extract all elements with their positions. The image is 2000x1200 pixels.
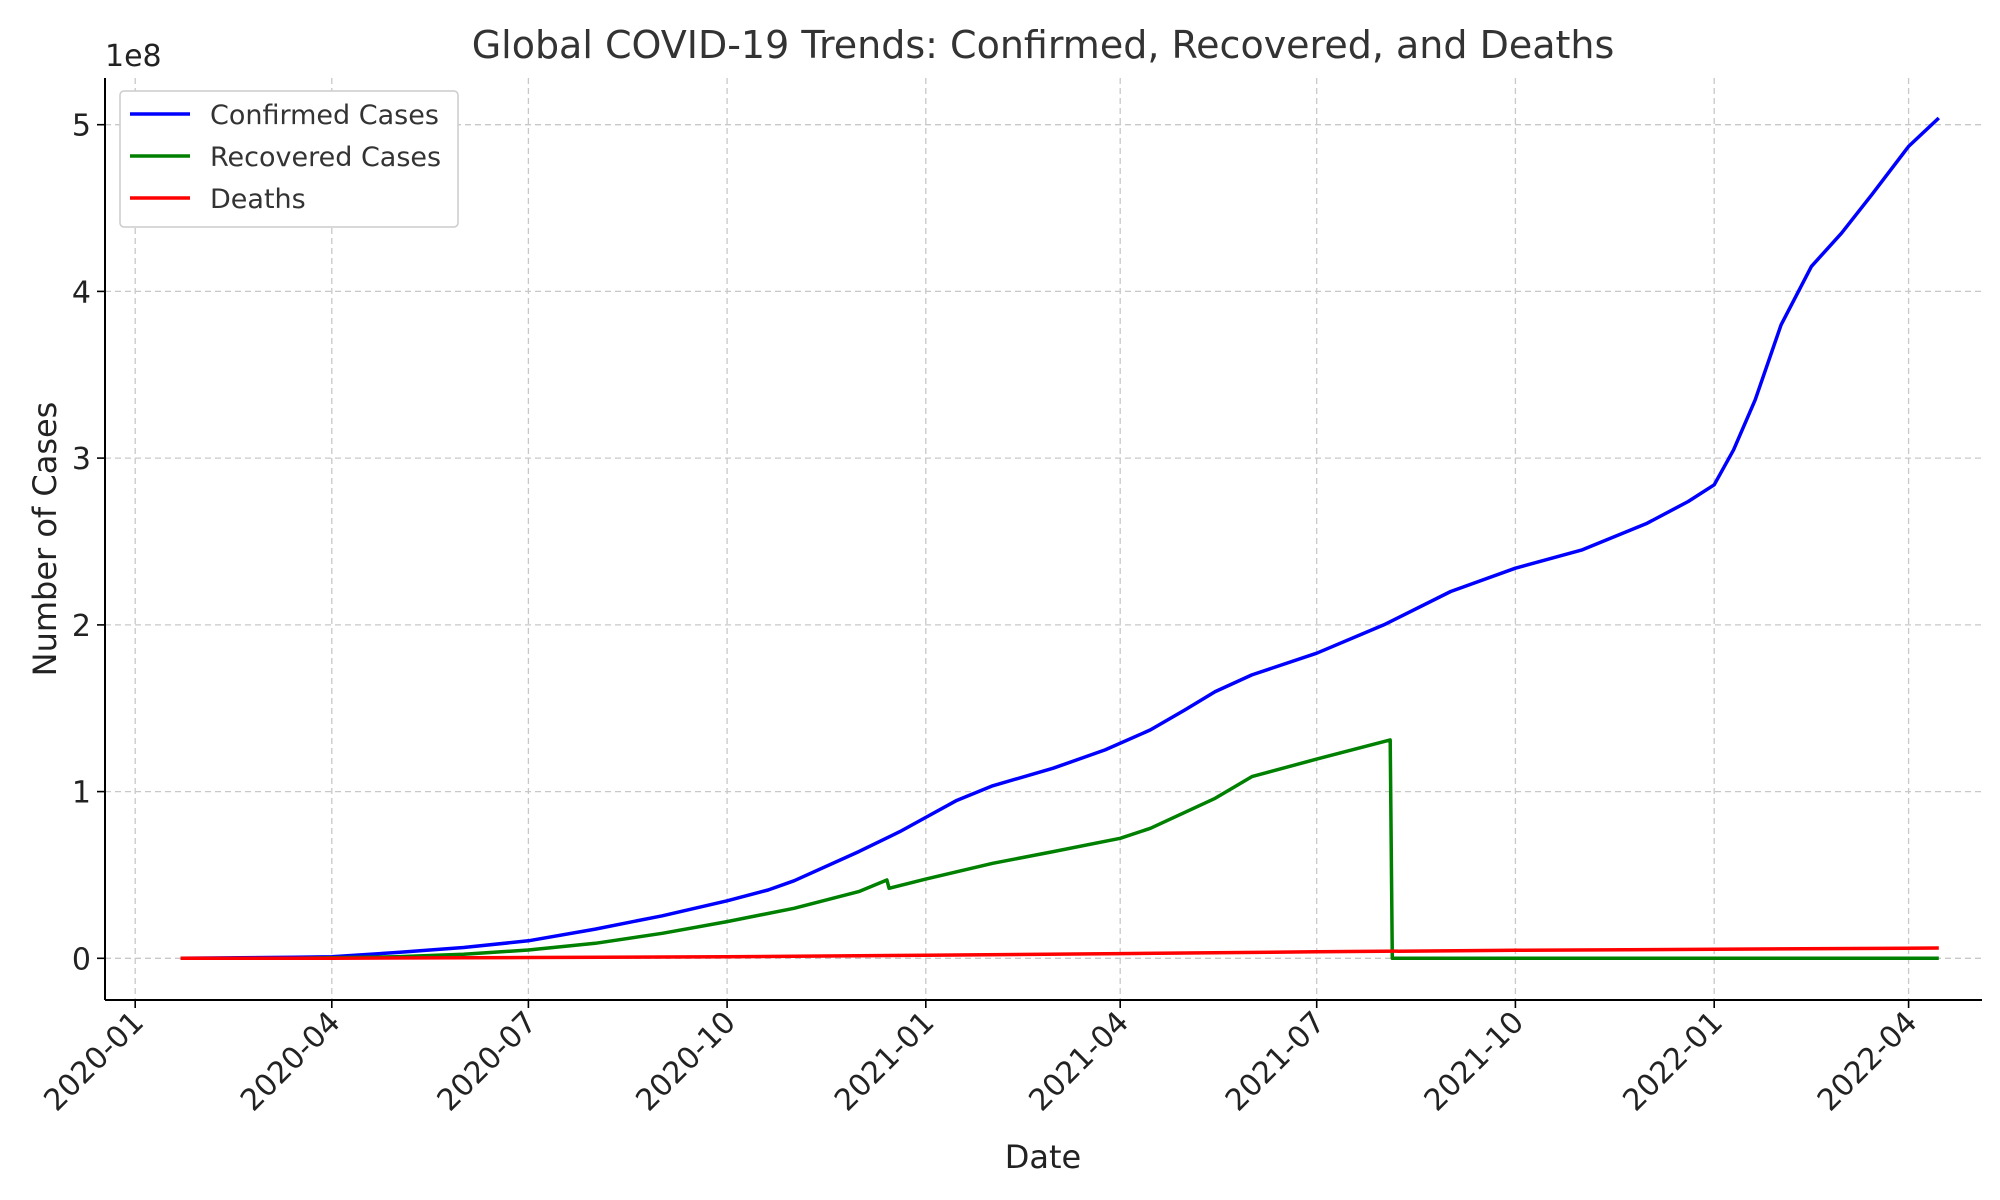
x-axis-title: Date [1005,1138,1081,1176]
y-tick-label: 0 [72,942,91,977]
legend-box [119,90,459,228]
chart-title: Global COVID-19 Trends: Confirmed, Recov… [472,23,1615,67]
legend-label-deaths: Deaths [210,184,306,215]
series-line-deaths [180,946,1939,961]
legend: Confirmed Cases Recovered Cases Deaths [119,90,459,228]
y-tick-label: 2 [72,609,91,644]
y-axis-title: Number of Cases [26,402,64,677]
series-line-recovered-cases [180,738,1939,961]
legend-label-confirmed: Confirmed Cases [210,100,439,131]
y-offset-label: 1e8 [105,39,162,74]
x-tick-label: 2021-04 [1022,1005,1135,1118]
axes [104,78,1982,1001]
x-tick-label: 2020-01 [37,1005,150,1118]
y-tick-label: 1 [72,776,91,811]
y-tick-label: 4 [72,275,91,310]
series-line-confirmed-cases [180,116,1940,961]
x-tick-label: 2021-10 [1418,1005,1531,1118]
legend-label-recovered: Recovered Cases [210,142,441,173]
x-tick-label: 2020-07 [431,1005,544,1118]
x-tick-label: 2022-04 [1811,1005,1924,1118]
y-tick-label: 3 [72,442,91,477]
series-group [180,116,1940,961]
ticks: 2020-01 2020-04 2020-07 2020-10 2021-01 2021-… [37,109,1924,1119]
x-tick-label: 2020-10 [629,1005,742,1118]
x-tick-label: 2022-01 [1616,1005,1729,1118]
x-tick-label: 2021-01 [828,1005,941,1118]
x-tick-label: 2021-07 [1219,1005,1332,1118]
x-tick-label: 2020-04 [234,1005,347,1118]
y-tick-label: 5 [72,109,91,144]
